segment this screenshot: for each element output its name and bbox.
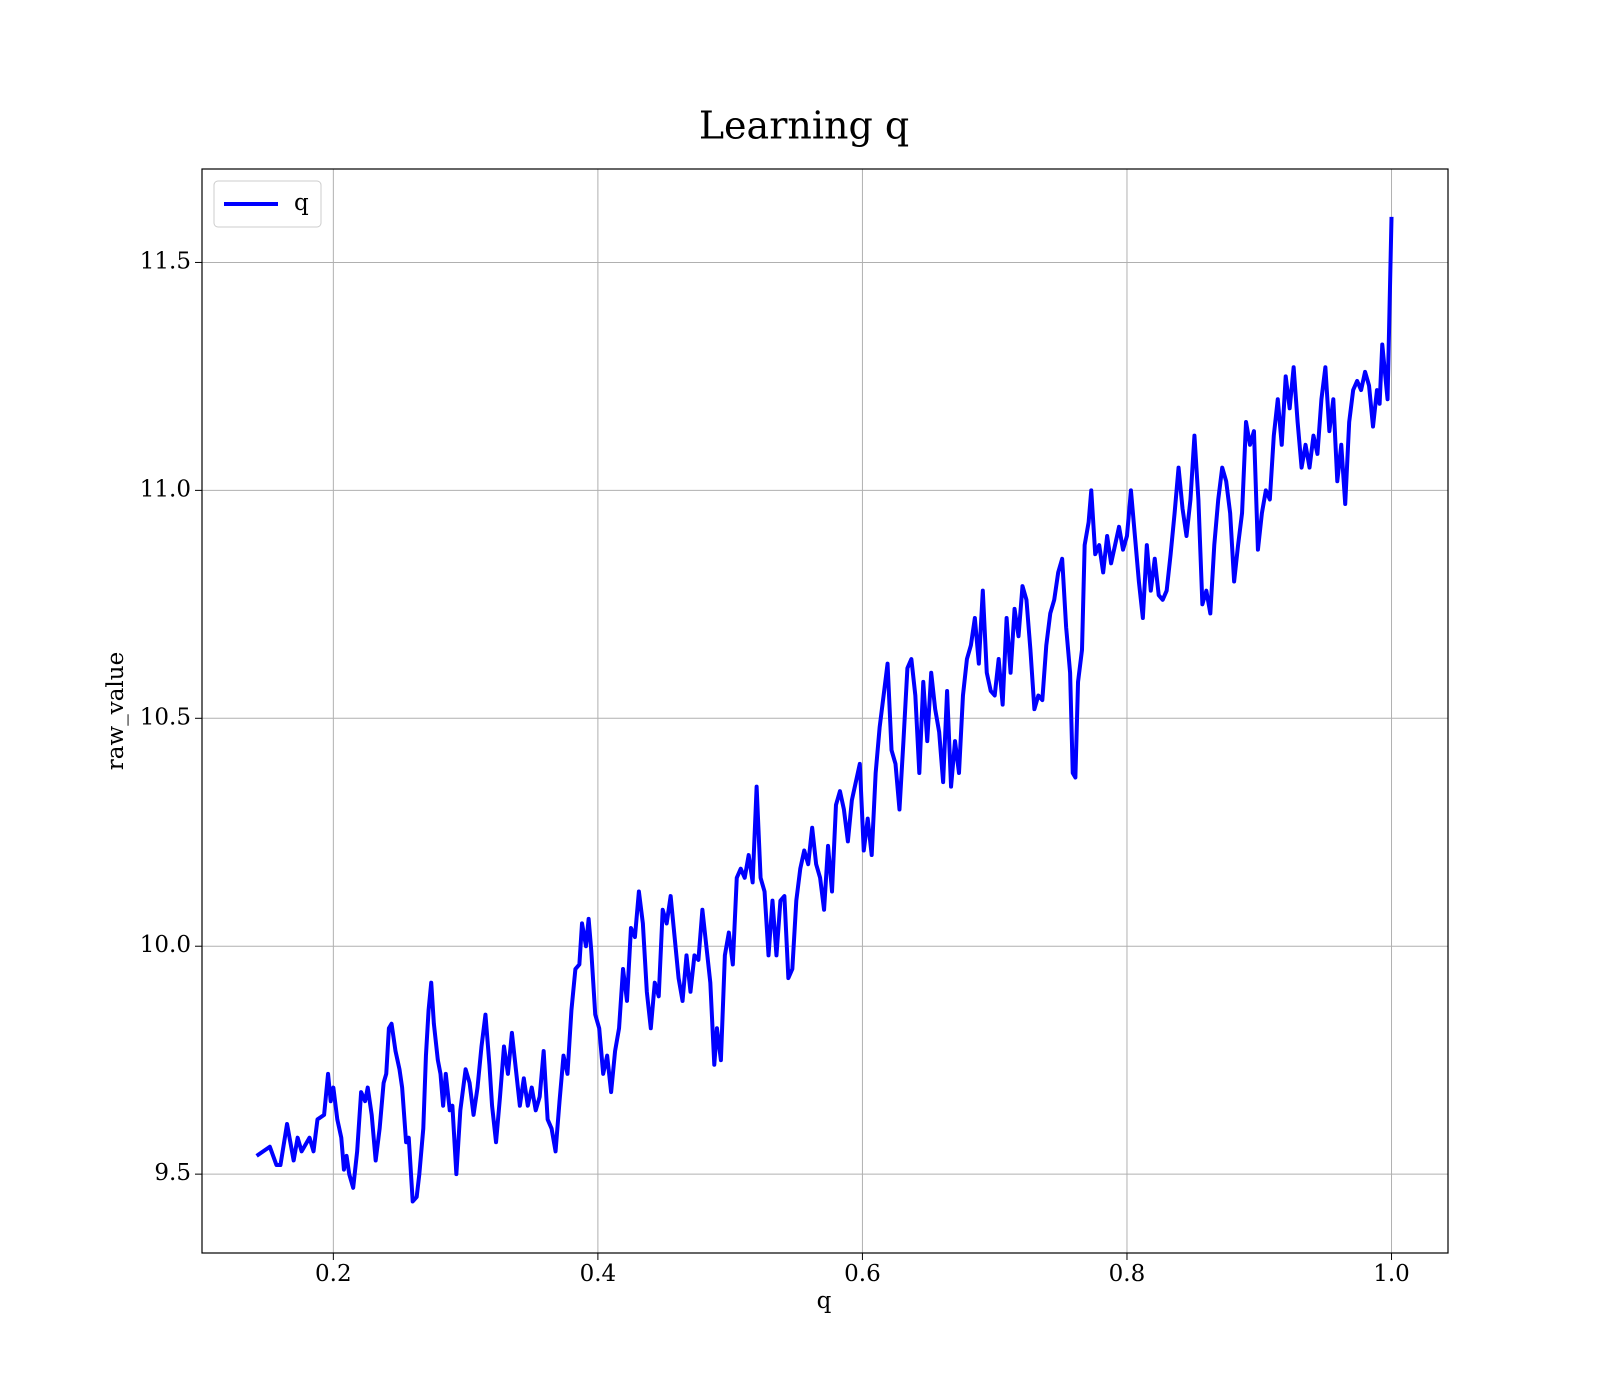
x-tick-label: 0.6 bbox=[844, 1261, 881, 1287]
x-tick-label: 0.2 bbox=[315, 1261, 352, 1287]
y-tick-label: 10.5 bbox=[140, 704, 191, 730]
x-tick-label: 0.4 bbox=[580, 1261, 617, 1287]
y-tick-label: 10.0 bbox=[140, 932, 191, 958]
chart-title: Learning q bbox=[699, 104, 909, 148]
plot-frame bbox=[201, 168, 1449, 1254]
x-tick-label: 1.0 bbox=[1373, 1261, 1410, 1287]
y-tick-label: 11.5 bbox=[140, 248, 191, 274]
legend-label: q bbox=[294, 190, 309, 216]
x-axis-label: q bbox=[817, 1288, 832, 1314]
x-tick-label: 0.8 bbox=[1109, 1261, 1146, 1287]
y-tick-label: 11.0 bbox=[140, 476, 191, 502]
data-line bbox=[255, 216, 1394, 1204]
y-tick-label: 9.5 bbox=[154, 1160, 191, 1186]
y-axis-label: raw_value bbox=[103, 652, 129, 770]
